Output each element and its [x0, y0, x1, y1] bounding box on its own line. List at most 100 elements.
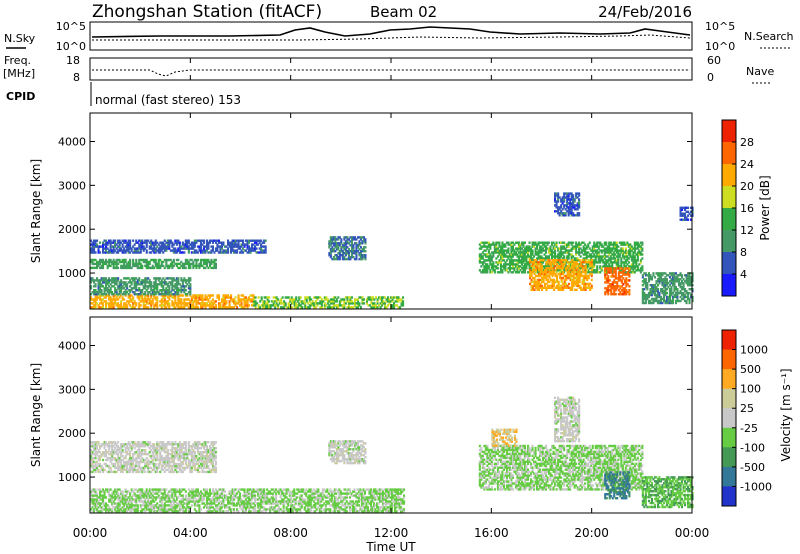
heatmap-cell	[576, 243, 579, 246]
heatmap-cell	[112, 302, 115, 305]
heatmap-cell	[150, 247, 153, 250]
heatmap-cell	[679, 218, 682, 221]
heatmap-cell	[227, 296, 230, 299]
heatmap-cell	[153, 243, 156, 246]
heatmap-cell	[117, 504, 120, 507]
heatmap-cell	[513, 269, 516, 272]
heatmap-cell	[358, 254, 361, 257]
heatmap-cell	[171, 289, 174, 292]
heatmap-cell	[123, 266, 126, 270]
heatmap-cell	[600, 269, 603, 272]
heatmap-cell	[525, 263, 528, 266]
heatmap-cell	[681, 206, 684, 209]
heatmap-cell	[350, 236, 353, 239]
heatmap-cell	[180, 279, 183, 282]
heatmap-cell	[673, 288, 676, 291]
heatmap-cell	[635, 253, 638, 256]
heatmap-cell	[650, 301, 653, 305]
heatmap-cell	[487, 255, 490, 258]
heatmap-cell	[572, 196, 575, 199]
heatmap-cell	[664, 288, 667, 291]
heatmap-cell	[591, 271, 594, 274]
heatmap-cell	[545, 261, 548, 264]
heatmap-cell	[106, 291, 109, 294]
heatmap-cell	[541, 259, 544, 262]
heatmap-cell	[611, 253, 614, 256]
heatmap-cell	[242, 243, 245, 246]
heatmap-cell	[359, 242, 362, 245]
heatmap-cell	[571, 266, 574, 270]
heatmap-cell	[644, 280, 647, 283]
heatmap-cell	[236, 251, 239, 254]
heatmap-cell	[684, 274, 687, 277]
heatmap-cell	[641, 257, 644, 260]
heatmap-cell	[557, 196, 560, 199]
heatmap-cell	[481, 269, 484, 272]
heatmap-cell	[102, 502, 105, 505]
heatmap-cell	[495, 251, 498, 254]
heatmap-cell	[600, 255, 603, 258]
heatmap-cell	[611, 249, 614, 252]
heatmap-cell	[575, 280, 578, 284]
heatmap-cell	[633, 267, 636, 270]
heatmap-cell	[602, 265, 605, 268]
heatmap-cell	[614, 271, 617, 274]
heatmap-cell	[556, 286, 559, 289]
heatmap-cell	[530, 284, 533, 288]
heatmap-cell	[264, 247, 267, 250]
heatmap-cell	[555, 202, 558, 205]
heatmap-cell	[126, 241, 129, 244]
heatmap-cell	[245, 249, 248, 252]
heatmap-cell	[127, 502, 130, 505]
heatmap-cell	[492, 241, 495, 244]
heatmap-cell	[141, 247, 144, 250]
heatmap-cell	[609, 259, 612, 262]
heatmap-cell	[111, 245, 114, 248]
heatmap-cell	[588, 267, 591, 270]
heatmap-cell	[123, 502, 126, 505]
heatmap-cell	[596, 271, 599, 274]
heatmap-cell	[656, 284, 659, 287]
heatmap-cell	[169, 264, 172, 268]
heatmap-cell	[597, 241, 600, 244]
heatmap-cell	[582, 257, 585, 260]
heatmap-cell	[251, 247, 254, 250]
heatmap-cell	[684, 288, 687, 291]
heatmap-cell	[590, 249, 593, 252]
heatmap-cell	[575, 272, 578, 276]
heatmap-cell	[655, 272, 658, 275]
noise-sky-line	[91, 26, 691, 38]
heatmap-cell	[175, 277, 178, 280]
heatmap-cell	[566, 257, 569, 260]
heatmap-cell	[187, 285, 190, 288]
heatmap-cell	[629, 249, 632, 252]
heatmap-cell	[658, 291, 661, 295]
heatmap-cell	[313, 302, 316, 305]
heatmap-cell	[566, 210, 569, 213]
heatmap-cell	[103, 247, 106, 250]
heatmap-cell	[160, 289, 163, 292]
heatmap-cell	[248, 247, 251, 250]
nave-tick-top: 60	[707, 54, 721, 67]
heatmap-cell	[347, 238, 350, 241]
heatmap-cell	[180, 306, 183, 309]
heatmap-cell	[563, 255, 566, 258]
heatmap-cell	[566, 202, 569, 205]
heatmap-cell	[626, 241, 629, 244]
heatmap-cell	[257, 239, 260, 242]
heatmap-cell	[591, 249, 594, 252]
heatmap-cell	[138, 306, 141, 309]
heatmap-cell	[364, 254, 367, 257]
heatmap-cell	[225, 251, 228, 254]
heatmap-cell	[144, 304, 147, 307]
heatmap-cell	[177, 306, 180, 309]
heatmap-cell	[120, 291, 123, 294]
heatmap-cell	[533, 282, 536, 286]
heatmap-cell	[175, 239, 178, 242]
heatmap-cell	[240, 304, 243, 307]
heatmap-cell	[141, 298, 144, 301]
heatmap-cell	[374, 296, 377, 299]
heatmap-cell	[584, 274, 587, 278]
heatmap-cell	[115, 293, 118, 296]
heatmap-cell	[96, 245, 99, 248]
